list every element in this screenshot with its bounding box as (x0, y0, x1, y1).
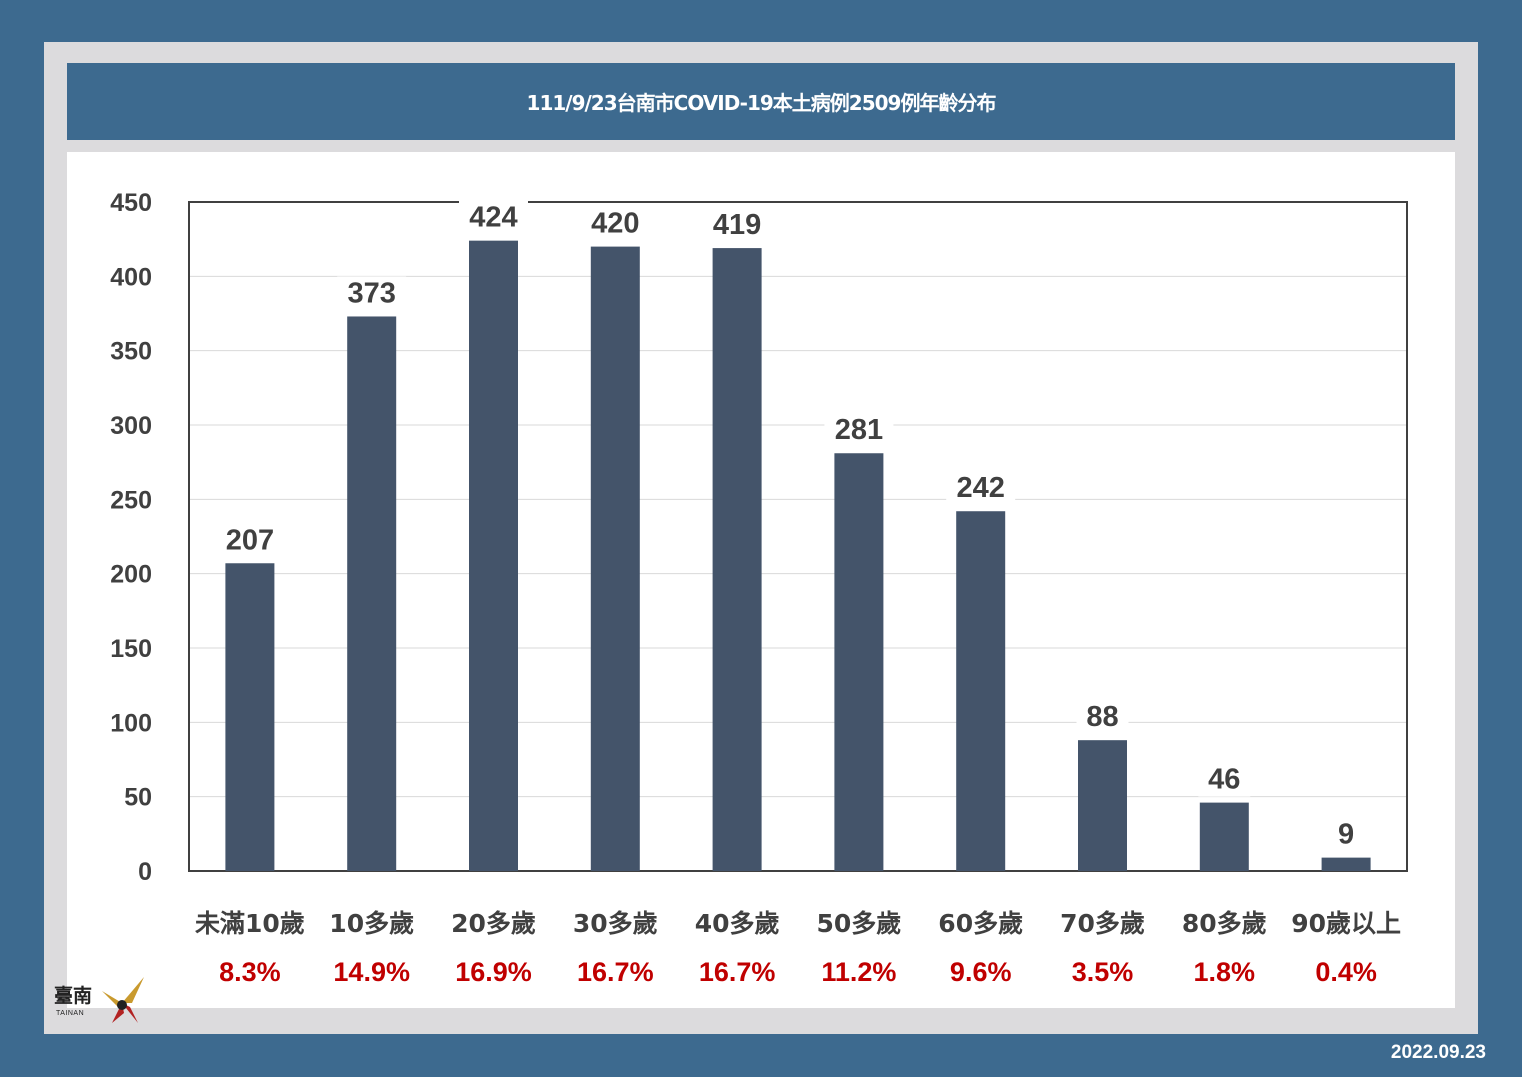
data-label-bg (459, 200, 528, 235)
flower-emblem-icon (102, 977, 144, 1023)
data-label-bg (215, 523, 285, 558)
x-tick-label: 50多歲 (817, 909, 902, 938)
percentage-label: 16.9% (455, 957, 532, 987)
x-tick-label: 10多歲 (329, 909, 414, 938)
data-label-bg (580, 206, 650, 241)
y-tick-label: 0 (138, 858, 152, 886)
x-tick-label: 30多歲 (573, 909, 658, 938)
bar (1199, 802, 1249, 871)
data-label-bg (824, 413, 894, 448)
percentage-label: 11.2% (821, 957, 896, 987)
logo-text: 臺南 (54, 985, 93, 1007)
bar (347, 316, 397, 871)
y-tick-label: 400 (110, 263, 152, 291)
bar (834, 453, 884, 871)
percentage-label: 16.7% (577, 957, 654, 987)
logo-subtext: TAINAN (56, 1010, 85, 1017)
y-tick-label: 250 (110, 486, 152, 514)
bar (469, 240, 518, 872)
bar (956, 511, 1006, 871)
data-label: 424 (469, 202, 517, 234)
x-tick-label: 20多歲 (451, 909, 536, 938)
bar (225, 563, 275, 871)
y-tick-label: 150 (110, 635, 152, 663)
bar (712, 248, 762, 871)
x-tick-label: 40多歲 (695, 909, 780, 938)
data-label: 88 (1086, 701, 1118, 733)
date-stamp: 2022.09.23 (1390, 1042, 1486, 1063)
data-label: 46 (1208, 764, 1240, 796)
y-tick-label: 100 (110, 709, 152, 737)
y-tick-label: 350 (110, 338, 152, 366)
data-label: 419 (713, 209, 761, 241)
bar (590, 246, 640, 872)
x-tick-label: 未滿10歲 (195, 909, 305, 938)
data-label: 373 (348, 277, 396, 309)
percentage-label: 3.5% (1072, 957, 1134, 987)
data-label-bg (337, 276, 407, 311)
data-label: 207 (226, 524, 274, 556)
data-label: 242 (957, 472, 1005, 504)
x-tick-label: 70多歲 (1060, 909, 1145, 938)
percentage-label: 8.3% (219, 957, 281, 987)
chart-title: 111/9/23台南市COVID-19本土病例2509例年齡分布 (67, 63, 1455, 140)
data-label-bg (1198, 762, 1251, 797)
percentage-label: 16.7% (699, 957, 776, 987)
bar (1321, 857, 1371, 871)
tainan-logo: 臺南 TAINAN (54, 973, 146, 1025)
data-label: 420 (591, 208, 639, 240)
data-label: 9 (1338, 819, 1354, 851)
data-label-bg (702, 208, 772, 243)
percentage-label: 14.9% (333, 957, 410, 987)
bar (1078, 740, 1127, 871)
percentage-label: 0.4% (1315, 957, 1377, 987)
x-tick-label: 60多歲 (938, 909, 1023, 938)
x-tick-label: 90歲以上 (1291, 909, 1401, 938)
percentage-label: 9.6% (950, 957, 1012, 987)
percentage-label: 1.8% (1194, 957, 1256, 987)
data-label-bg (1328, 817, 1364, 852)
data-label: 281 (835, 414, 883, 446)
y-tick-label: 200 (110, 561, 152, 589)
y-tick-label: 300 (110, 412, 152, 440)
x-tick-label: 80多歲 (1182, 909, 1267, 938)
y-tick-label: 450 (110, 189, 152, 217)
y-tick-label: 50 (124, 784, 152, 812)
data-label-bg (1076, 700, 1129, 735)
plot-border (188, 201, 1408, 872)
data-label-bg (946, 471, 1016, 506)
